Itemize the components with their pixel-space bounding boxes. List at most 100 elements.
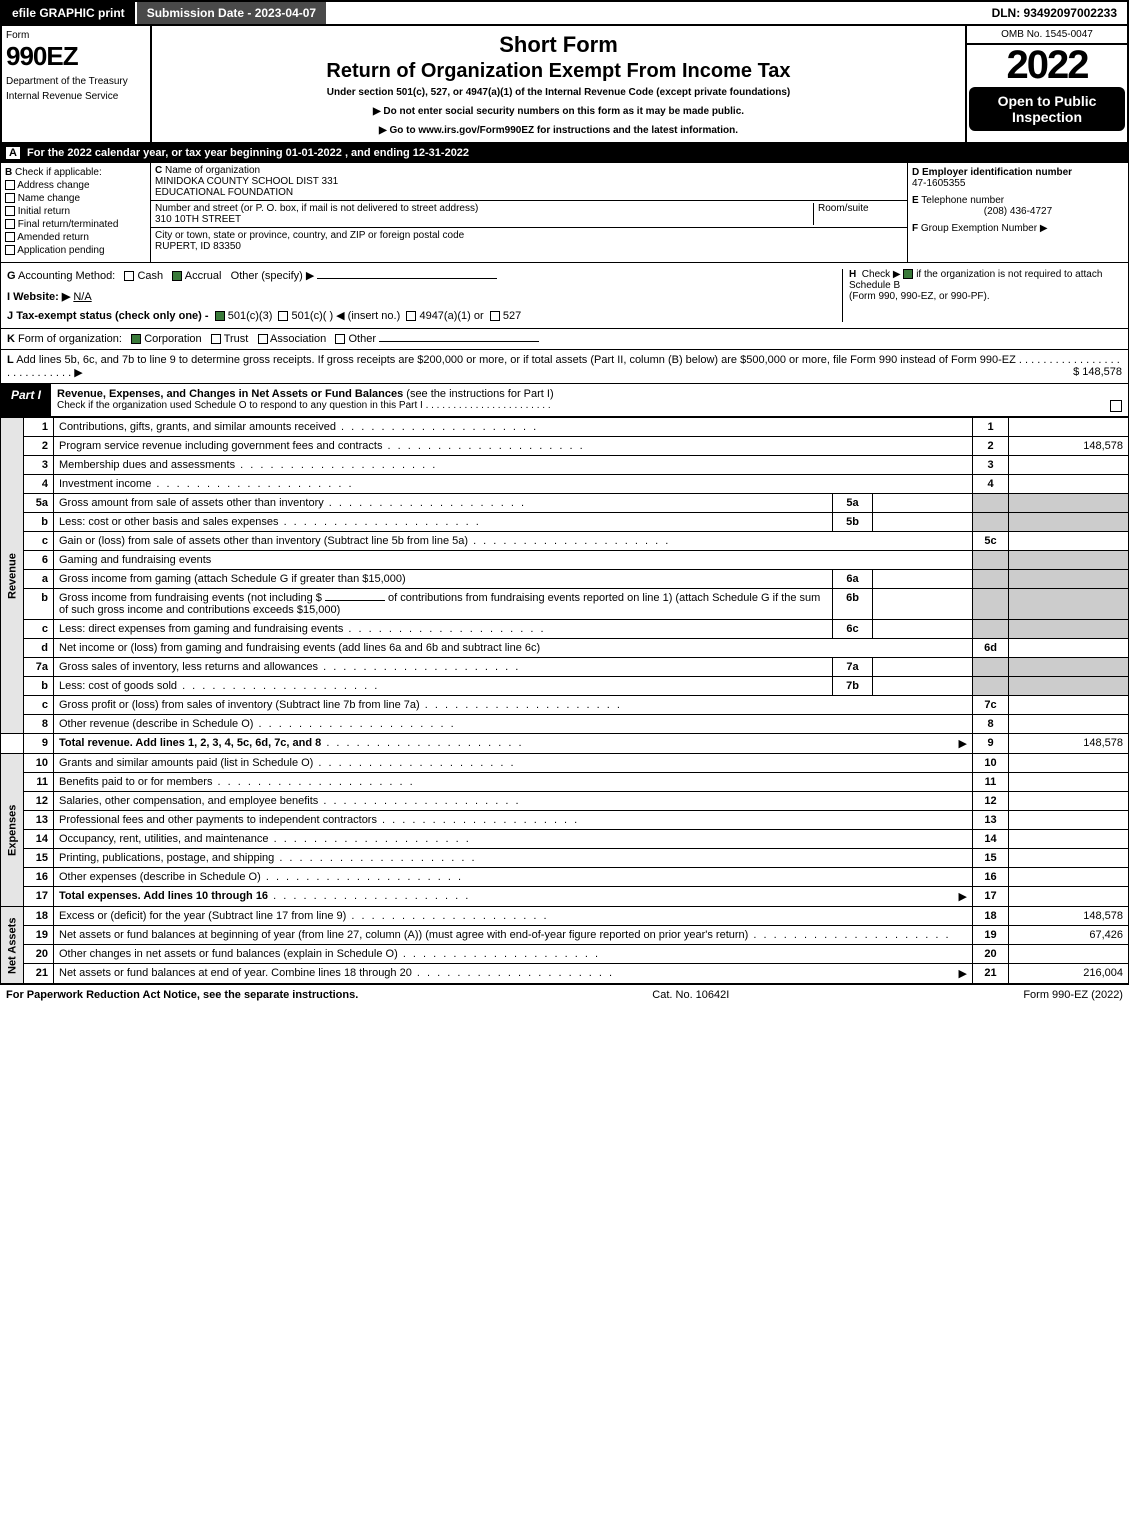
line-6-num: 6: [24, 551, 54, 570]
line-9-num: 9: [24, 734, 54, 754]
short-form-title: Short Form: [158, 32, 959, 58]
cb-association[interactable]: [258, 334, 268, 344]
cb-527[interactable]: [490, 311, 500, 321]
line-5b-subval: [873, 513, 973, 532]
line-7a-subval: [873, 658, 973, 677]
expenses-side-label: Expenses: [1, 754, 24, 907]
line-6b-sub: 6b: [833, 589, 873, 620]
line-14-desc: Occupancy, rent, utilities, and maintena…: [59, 833, 269, 845]
line-6c-num: c: [24, 620, 54, 639]
telephone-label: Telephone number: [921, 195, 1004, 206]
header-left: Form 990EZ Department of the Treasury In…: [2, 26, 152, 142]
line-5a-sub: 5a: [833, 494, 873, 513]
line-21-value: 216,004: [1009, 964, 1129, 984]
cb-amended-return[interactable]: Amended return: [5, 232, 146, 243]
line-13-box: 13: [973, 811, 1009, 830]
line-5a-val-shade: [1009, 494, 1129, 513]
line-18-desc: Excess or (deficit) for the year (Subtra…: [59, 910, 346, 922]
cb-501c3[interactable]: [215, 311, 225, 321]
h-text3: (Form 990, 990-EZ, or 990-PF).: [849, 291, 990, 302]
line-13-desc: Professional fees and other payments to …: [59, 814, 377, 826]
cb-initial-return[interactable]: Initial return: [5, 206, 146, 217]
line-2-desc: Program service revenue including govern…: [59, 440, 382, 452]
city-label: City or town, state or province, country…: [155, 230, 464, 241]
line-7a-sub: 7a: [833, 658, 873, 677]
line-18-num: 18: [24, 907, 54, 926]
cb-trust[interactable]: [211, 334, 221, 344]
cb-accrual[interactable]: [172, 271, 182, 281]
line-21-arrow-icon: ▶: [959, 967, 967, 980]
line-17-arrow-icon: ▶: [959, 890, 967, 903]
line-4-num: 4: [24, 475, 54, 494]
letter-h: H: [849, 269, 856, 280]
line-10-num: 10: [24, 754, 54, 773]
form-number: 990EZ: [6, 41, 146, 72]
line-11-num: 11: [24, 773, 54, 792]
cb-name-change[interactable]: Name change: [5, 193, 146, 204]
footer-cat-no: Cat. No. 10642I: [652, 989, 729, 1001]
part-1-table: Revenue 1 Contributions, gifts, grants, …: [0, 417, 1129, 984]
line-11-value: [1009, 773, 1129, 792]
tax-exempt-label: Tax-exempt status (check only one) -: [16, 310, 208, 322]
line-5a-desc: Gross amount from sale of assets other t…: [59, 497, 324, 509]
line-7c-num: c: [24, 696, 54, 715]
line-6a-subval: [873, 570, 973, 589]
org-name-1: MINIDOKA COUNTY SCHOOL DIST 331: [155, 176, 338, 187]
line-10-desc: Grants and similar amounts paid (list in…: [59, 757, 313, 769]
letter-l: L: [7, 354, 14, 366]
cb-schedule-b-not-required[interactable]: [903, 269, 913, 279]
cb-4947[interactable]: [406, 311, 416, 321]
line-5c-value: [1009, 532, 1129, 551]
goto-link[interactable]: ▶ Go to www.irs.gov/Form990EZ for instru…: [158, 125, 959, 136]
part-1-header: Part I Revenue, Expenses, and Changes in…: [0, 384, 1129, 417]
other-specify: Other (specify) ▶: [231, 270, 315, 282]
line-15-desc: Printing, publications, postage, and shi…: [59, 852, 274, 864]
website-value: N/A: [73, 291, 91, 303]
line-6d-value: [1009, 639, 1129, 658]
f-arrow-icon: ▶: [1040, 223, 1048, 234]
line-17-desc: Total expenses. Add lines 10 through 16: [59, 890, 268, 902]
section-h: H Check ▶ if the organization is not req…: [842, 269, 1122, 322]
cb-501c[interactable]: [278, 311, 288, 321]
letter-e: E: [912, 195, 919, 206]
cb-cash[interactable]: [124, 271, 134, 281]
cb-schedule-o[interactable]: [1110, 400, 1122, 412]
line-9-value: 148,578: [1009, 734, 1129, 754]
cb-final-return[interactable]: Final return/terminated: [5, 219, 146, 230]
cb-address-change[interactable]: Address change: [5, 180, 146, 191]
line-6b-subval: [873, 589, 973, 620]
section-b-to-f: B Check if applicable: Address change Na…: [0, 162, 1129, 263]
line-7c-box: 7c: [973, 696, 1009, 715]
cb-other[interactable]: [335, 334, 345, 344]
line-2-num: 2: [24, 437, 54, 456]
gross-receipts-amount: $ 148,578: [1073, 366, 1122, 378]
line-11-box: 11: [973, 773, 1009, 792]
row-l-text: Add lines 5b, 6c, and 7b to line 9 to de…: [16, 354, 1016, 366]
cb-application-pending[interactable]: Application pending: [5, 245, 146, 256]
cb-corporation[interactable]: [131, 334, 141, 344]
line-6a-sub: 6a: [833, 570, 873, 589]
line-1-desc: Contributions, gifts, grants, and simila…: [59, 421, 336, 433]
check-if-applicable: Check if applicable:: [15, 167, 102, 178]
line-7b-desc: Less: cost of goods sold: [59, 680, 177, 692]
line-21-num: 21: [24, 964, 54, 984]
footer-left: For Paperwork Reduction Act Notice, see …: [6, 989, 358, 1001]
line-15-box: 15: [973, 849, 1009, 868]
line-15-value: [1009, 849, 1129, 868]
line-14-box: 14: [973, 830, 1009, 849]
line-5c-desc: Gain or (loss) from sale of assets other…: [59, 535, 468, 547]
page-footer: For Paperwork Reduction Act Notice, see …: [0, 984, 1129, 1005]
line-15-num: 15: [24, 849, 54, 868]
efile-print-button[interactable]: efile GRAPHIC print: [2, 2, 137, 24]
dln-number: DLN: 93492097002233: [982, 2, 1127, 24]
line-8-value: [1009, 715, 1129, 734]
line-1-value: [1009, 418, 1129, 437]
line-19-box: 19: [973, 926, 1009, 945]
line-9-arrow-icon: ▶: [959, 737, 967, 750]
dept-treasury: Department of the Treasury: [6, 76, 146, 87]
ssn-warning: ▶ Do not enter social security numbers o…: [158, 106, 959, 117]
line-6a-num: a: [24, 570, 54, 589]
line-2-box: 2: [973, 437, 1009, 456]
row-a-tax-year: A For the 2022 calendar year, or tax yea…: [0, 144, 1129, 162]
line-5b-desc: Less: cost or other basis and sales expe…: [59, 516, 279, 528]
